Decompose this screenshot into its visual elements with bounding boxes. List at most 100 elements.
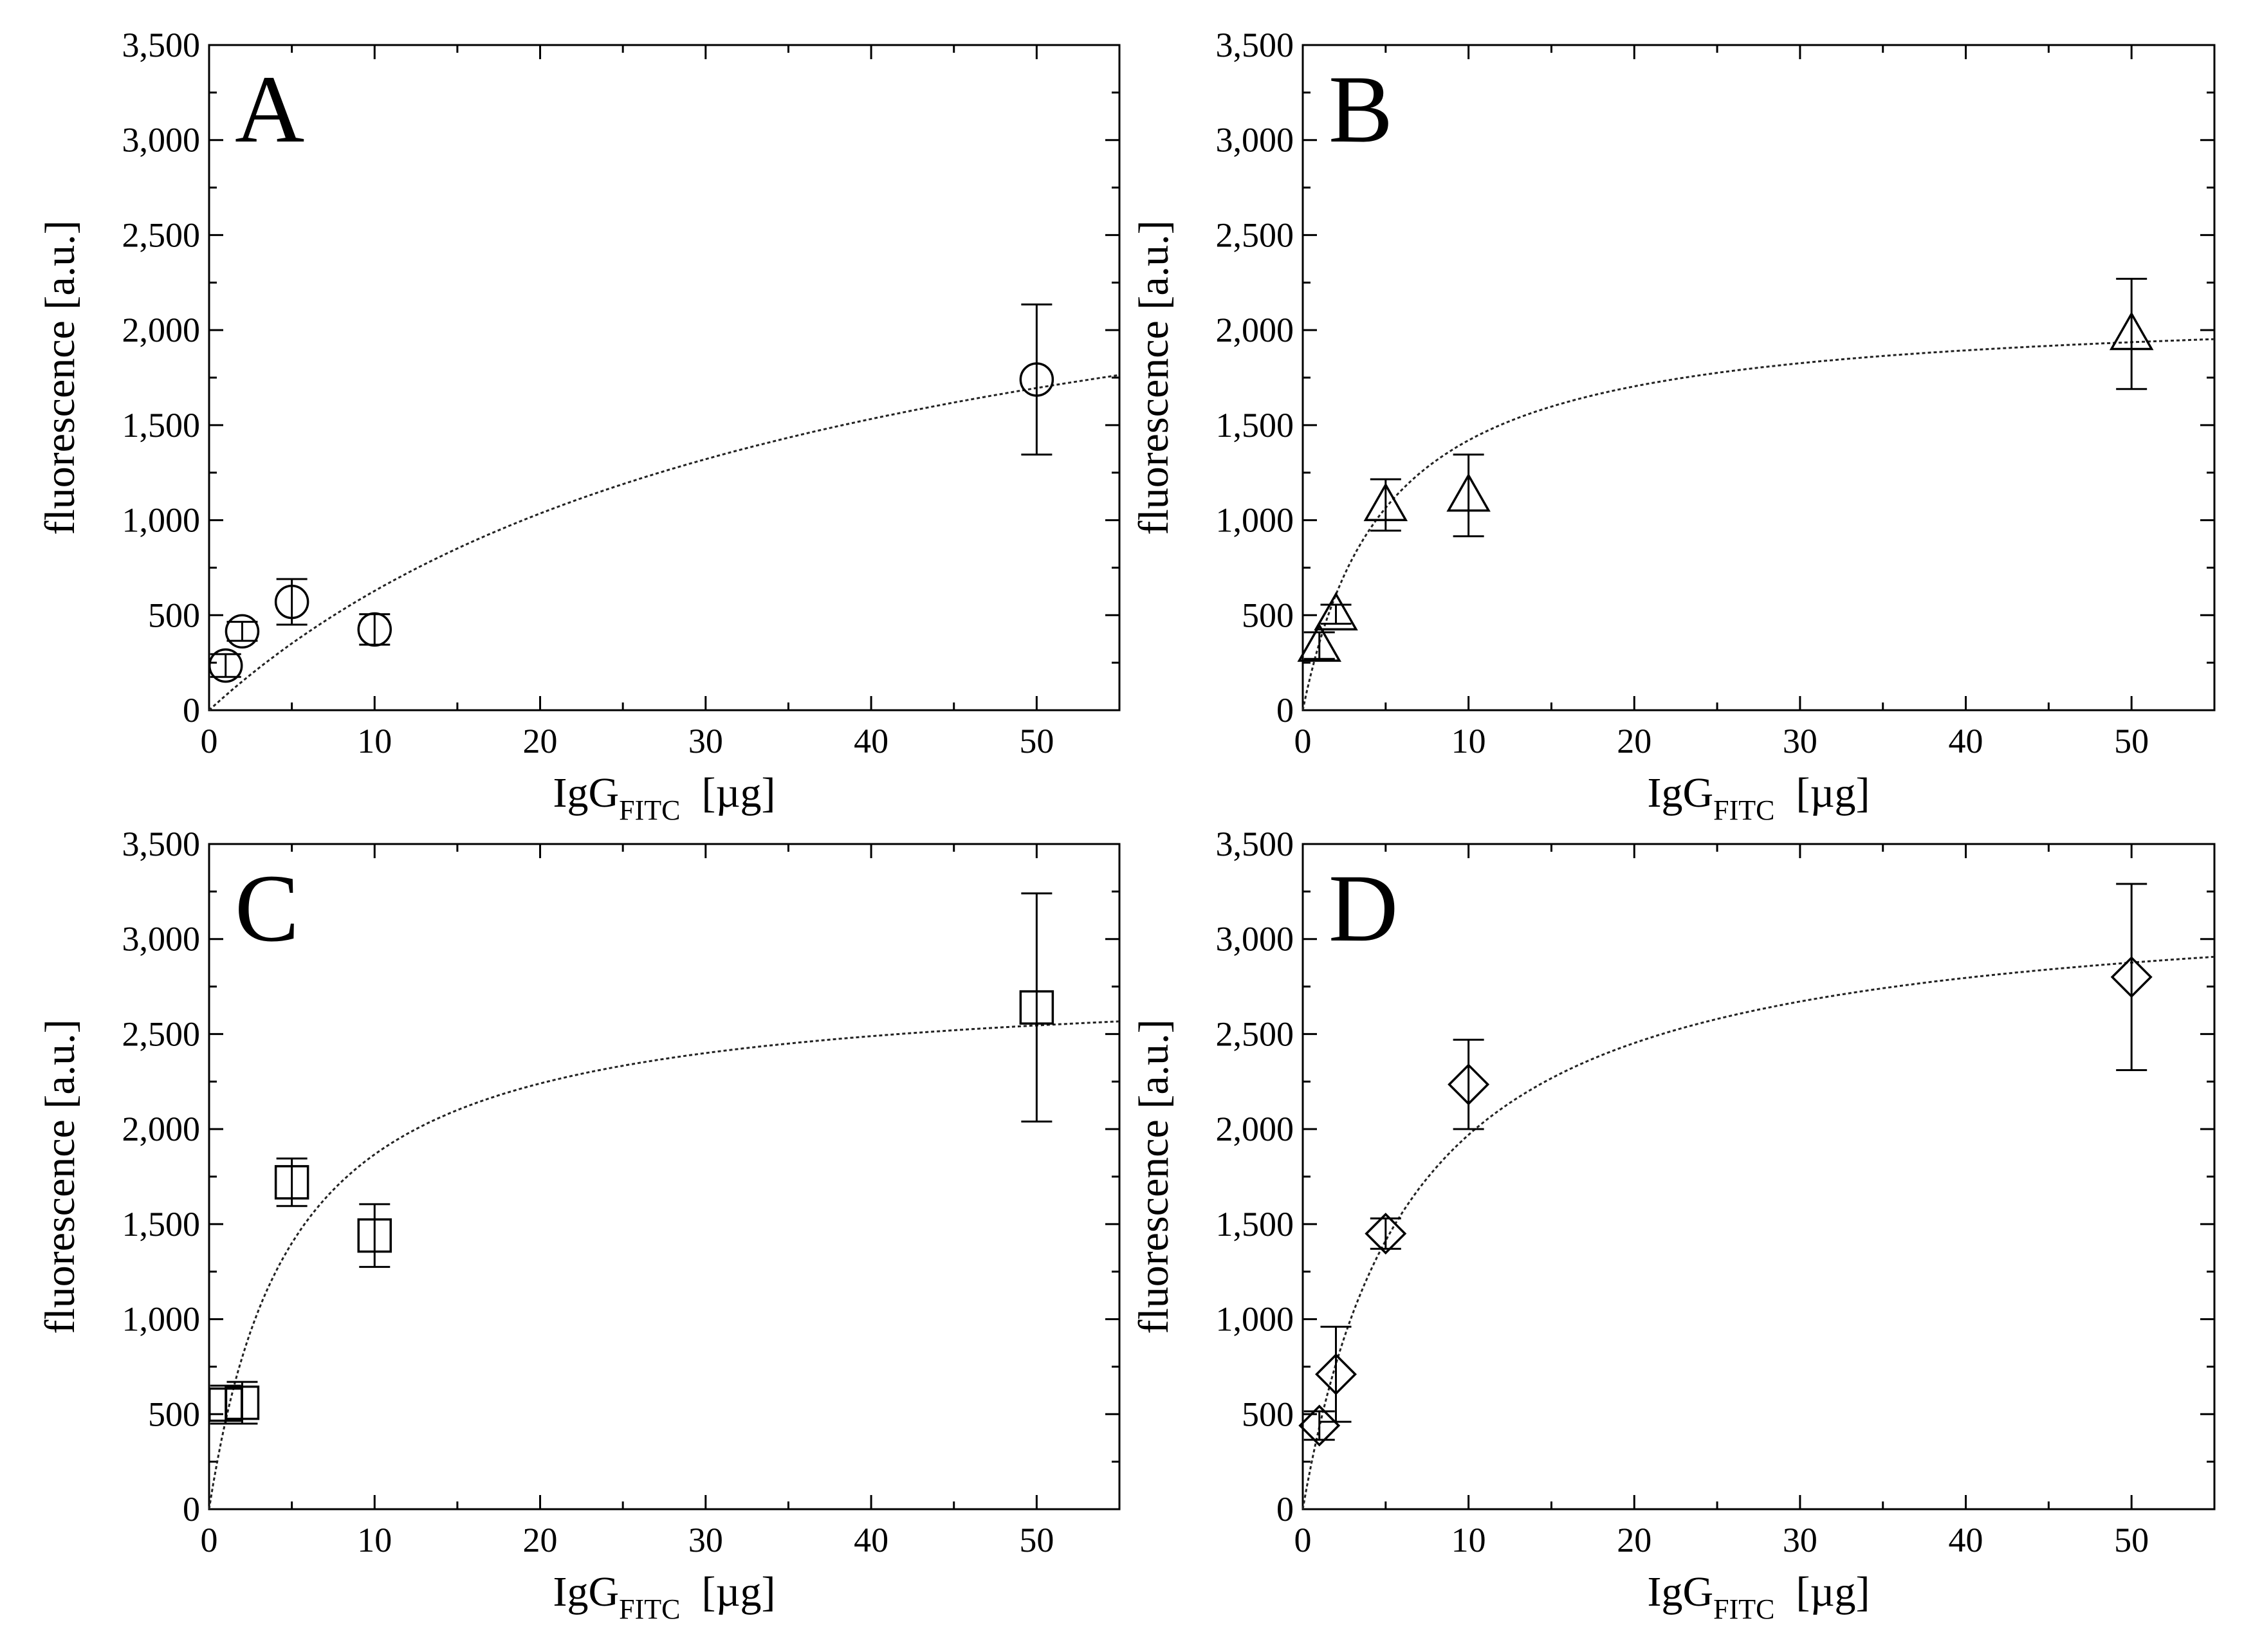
data-point-d-4 <box>1448 1063 1490 1106</box>
panel-letter-a: A <box>235 56 304 163</box>
data-point-c-5 <box>1019 990 1054 1025</box>
y-tick-label-d: 3,000 <box>1216 920 1294 959</box>
y-tick-label-a: 2,000 <box>122 311 201 349</box>
x-tick-label-a: 50 <box>1019 722 1054 760</box>
data-point-c-3 <box>274 1165 309 1200</box>
y-tick-label-c: 500 <box>148 1395 200 1433</box>
fit-curve-c <box>208 1020 1120 1510</box>
plot-frame-a <box>208 44 1121 711</box>
x-axis-label-main-b: IgG <box>1648 769 1714 816</box>
x-tick-label-a: 40 <box>854 722 888 760</box>
y-tick-label-a: 3,500 <box>122 26 201 64</box>
x-tick-label-c: 0 <box>201 1521 218 1559</box>
y-tick-label-c: 2,000 <box>122 1110 201 1148</box>
x-tick-label-a: 20 <box>523 722 558 760</box>
data-point-a-5 <box>1019 362 1054 397</box>
x-axis-label-space-b <box>1775 769 1796 816</box>
x-tick-label-c: 50 <box>1019 1521 1054 1559</box>
x-axis-label-main-c: IgG <box>553 1568 620 1615</box>
y-tick-label-a: 1,500 <box>122 406 201 445</box>
x-axis-label-unit-c: [µg] <box>702 1568 776 1615</box>
x-axis-label-space-c <box>681 1568 702 1615</box>
x-tick-label-d: 40 <box>1949 1521 1983 1559</box>
x-axis-label-sub-b: FITC <box>1713 794 1774 826</box>
y-tick-label-a: 0 <box>183 691 200 730</box>
x-axis-label-a: IgGFITC [µg] <box>553 769 776 826</box>
y-tick-label-b: 0 <box>1276 691 1294 730</box>
x-tick-label-d: 10 <box>1451 1521 1486 1559</box>
x-tick-label-c: 10 <box>357 1521 392 1559</box>
chart-panel-a: 0 10 20 30 40 5005001,0001,5002,0002,5003,000… <box>37 26 1121 826</box>
y-axis-label-b: fluorescence [a.u.] <box>1130 220 1177 535</box>
data-point-d-3 <box>1365 1213 1407 1255</box>
data-point-a-3 <box>274 584 309 620</box>
data-point-c-2 <box>225 1385 260 1420</box>
x-tick-label-b: 20 <box>1617 722 1651 760</box>
y-axis-label-d: fluorescence [a.u.] <box>1130 1019 1177 1334</box>
x-tick-label-b: 30 <box>1783 722 1817 760</box>
x-tick-label-d: 20 <box>1617 1521 1651 1559</box>
x-tick-label-b: 40 <box>1949 722 1983 760</box>
x-tick-label-b: 0 <box>1294 722 1312 760</box>
x-tick-label-c: 20 <box>523 1521 558 1559</box>
x-axis-label-unit-d: [µg] <box>1796 1568 1870 1615</box>
x-tick-label-d: 50 <box>2114 1521 2149 1559</box>
data-point-b-2 <box>1314 592 1358 630</box>
y-tick-label-c: 3,500 <box>122 825 201 863</box>
data-point-b-5 <box>2109 311 2154 351</box>
data-point-a-2 <box>225 614 260 649</box>
data-point-b-4 <box>1446 473 1491 512</box>
y-axis-label-c: fluorescence [a.u.] <box>37 1019 84 1334</box>
x-axis-label-sub-a: FITC <box>619 794 680 826</box>
data-point-d-1 <box>1298 1404 1341 1447</box>
x-axis-label-c: IgGFITC [µg] <box>553 1568 776 1625</box>
y-tick-label-b: 3,500 <box>1216 26 1294 64</box>
y-tick-label-a: 1,000 <box>122 501 201 540</box>
y-tick-label-d: 2,000 <box>1216 1110 1294 1148</box>
x-axis-label-sub-d: FITC <box>1713 1593 1774 1625</box>
panel-letter-d: D <box>1329 855 1398 962</box>
x-axis-label-unit-a: [µg] <box>702 769 776 816</box>
chart-panel-d: 0 10 20 30 40 5005001,0001,5002,0002,5003,000… <box>1130 825 2216 1625</box>
data-point-a-4 <box>357 612 392 647</box>
plot-frame-c <box>208 843 1121 1510</box>
x-tick-label-b: 50 <box>2114 722 2149 760</box>
panel-letter-b: B <box>1329 56 1393 163</box>
y-tick-label-d: 0 <box>1276 1490 1294 1528</box>
y-tick-label-b: 1,500 <box>1216 406 1294 445</box>
x-tick-label-c: 40 <box>854 1521 888 1559</box>
x-tick-label-d: 0 <box>1294 1521 1312 1559</box>
plot-frame-b <box>1301 44 2216 711</box>
y-tick-label-c: 2,500 <box>122 1014 201 1053</box>
data-point-d-2 <box>1315 1353 1357 1395</box>
x-axis-label-d: IgGFITC [µg] <box>1648 1568 1870 1625</box>
data-point-c-4 <box>357 1218 392 1253</box>
fit-curve-d <box>1301 955 2215 1510</box>
x-axis-label-main-a: IgG <box>553 769 620 816</box>
y-tick-label-b: 500 <box>1242 596 1294 634</box>
y-tick-label-d: 1,000 <box>1216 1300 1294 1339</box>
x-tick-label-a: 0 <box>201 722 218 760</box>
x-tick-label-a: 10 <box>357 722 392 760</box>
panel-letter-c: C <box>235 855 299 962</box>
y-tick-label-b: 2,000 <box>1216 311 1294 349</box>
y-tick-label-c: 1,500 <box>122 1205 201 1244</box>
x-axis-label-b: IgGFITC [µg] <box>1648 769 1870 826</box>
y-tick-label-d: 1,500 <box>1216 1205 1294 1244</box>
x-tick-label-a: 30 <box>688 722 723 760</box>
y-tick-label-b: 2,500 <box>1216 216 1294 254</box>
x-tick-label-d: 30 <box>1783 1521 1817 1559</box>
y-tick-label-c: 3,000 <box>122 920 201 959</box>
x-axis-label-unit-b: [µg] <box>1796 769 1870 816</box>
fit-curve-b <box>1301 338 2215 711</box>
y-tick-label-d: 3,500 <box>1216 825 1294 863</box>
y-tick-label-b: 3,000 <box>1216 121 1294 160</box>
chart-panel-c: 0 10 20 30 40 5005001,0001,5002,0002,5003,000… <box>37 825 1121 1625</box>
data-point-a-1 <box>208 648 243 683</box>
y-tick-label-d: 2,500 <box>1216 1014 1294 1053</box>
y-tick-label-a: 500 <box>148 596 200 634</box>
y-tick-label-b: 1,000 <box>1216 501 1294 540</box>
x-axis-label-space-a <box>681 769 702 816</box>
fit-curve-a <box>208 374 1120 711</box>
